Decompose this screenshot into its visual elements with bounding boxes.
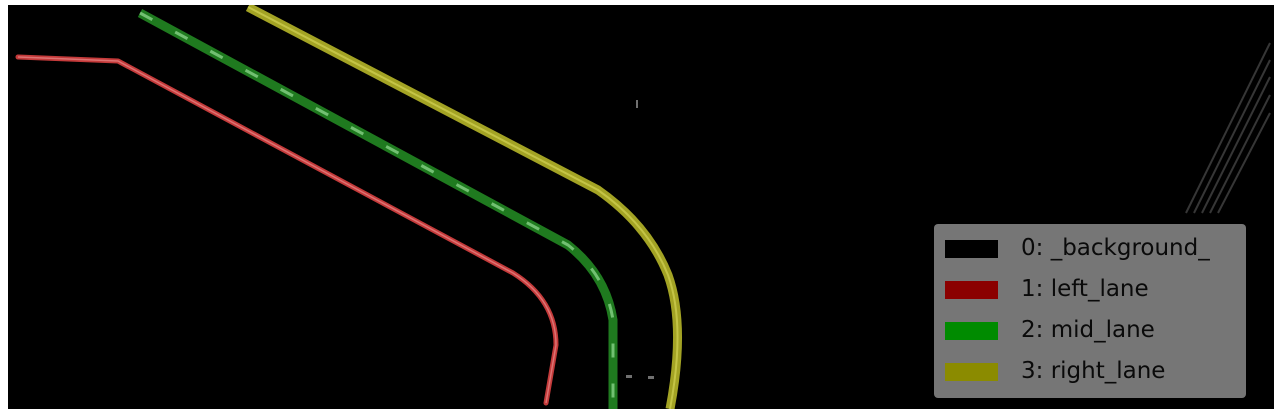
- right-lane-highlight: [247, 6, 679, 409]
- segmentation-image: 0: _background_ 1: left_lane 2: mid_lane…: [8, 5, 1274, 409]
- left-lane-line: [15, 54, 559, 406]
- legend-swatch-left-lane: [945, 281, 998, 299]
- legend-entry-right-lane: 3: right_lane: [934, 357, 1246, 398]
- legend-label-right-lane: 3: right_lane: [1021, 358, 1166, 384]
- lane-scene: [15, 5, 1271, 409]
- legend-swatch-right-lane: [945, 363, 998, 381]
- legend-label-background: 0: _background_: [1021, 235, 1210, 261]
- legend-swatch-mid-lane: [945, 322, 998, 340]
- legend-entry-background: 0: _background_: [934, 234, 1246, 275]
- legend-entry-mid-lane: 2: mid_lane: [934, 316, 1246, 357]
- legend-entry-left-lane: 1: left_lane: [934, 275, 1246, 316]
- legend-swatch-background: [945, 240, 998, 258]
- mid-lane-dashes: [139, 11, 615, 409]
- legend-label-left-lane: 1: left_lane: [1021, 276, 1149, 302]
- left-lane-highlight: [17, 56, 557, 404]
- legend-label-mid-lane: 2: mid_lane: [1021, 317, 1155, 343]
- legend: 0: _background_ 1: left_lane 2: mid_lane…: [934, 224, 1246, 398]
- road-texture-right: [1185, 42, 1271, 214]
- road-specks: [626, 100, 654, 379]
